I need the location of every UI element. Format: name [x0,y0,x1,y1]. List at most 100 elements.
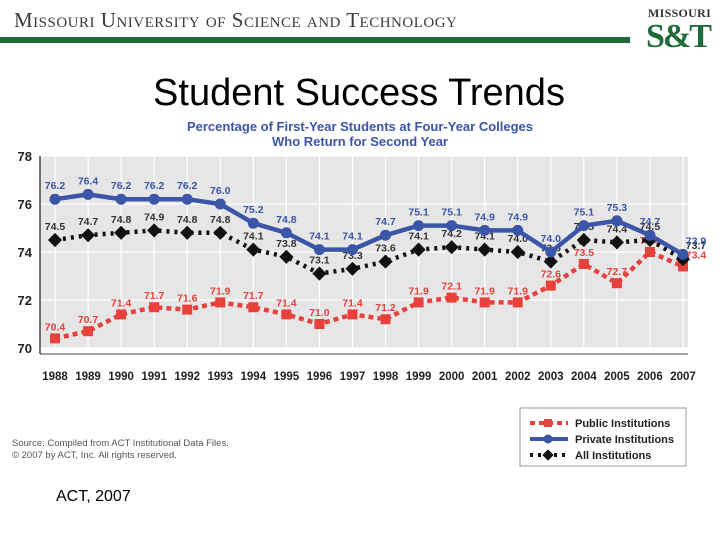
data-label: 71.2 [375,302,396,314]
data-point-private [115,193,127,205]
data-label: 76.4 [78,175,99,187]
data-point-private [214,198,226,210]
data-label: 71.9 [408,285,429,297]
data-point-public [347,309,358,320]
data-point-private [545,246,557,258]
data-label: 74.1 [342,231,363,243]
series-line-0 [54,249,684,341]
data-point-private [512,224,524,236]
data-point-all [543,254,558,269]
data-label: 74.8 [276,214,297,226]
data-label: 74.1 [474,231,495,243]
chart-area: Percentage of First-Year Students at Fou… [0,116,720,480]
data-label: 73.9 [686,235,707,247]
data-label: 71.0 [309,307,330,319]
x-tick-label: 2001 [472,371,498,383]
data-point-all [246,242,261,257]
data-label: 74.1 [408,231,429,243]
x-tick-label: 1993 [207,371,233,383]
data-point-public [446,292,457,303]
data-label: 74.8 [177,214,198,226]
data-label: 71.7 [144,290,165,302]
chart-title: Percentage of First-Year Students at Fou… [187,119,533,134]
data-label: 74.4 [607,223,628,235]
data-label: 71.6 [177,293,198,305]
data-label: 76.2 [45,180,66,192]
data-point-private [247,217,259,229]
x-tick-label: 1999 [406,371,432,383]
data-label: 73.4 [686,249,707,261]
data-label: 74.5 [640,221,661,233]
data-label: 74.8 [210,214,231,226]
x-tick-label: 1989 [75,371,101,383]
data-point-private [578,220,590,232]
data-point-private [313,244,325,256]
data-point-all [147,223,162,238]
data-point-public [50,333,60,344]
data-point-private [148,193,160,205]
data-point-private [280,227,292,239]
y-tick-label: 72 [18,293,32,308]
y-tick-label: 78 [18,149,32,164]
legend-marker [542,449,554,461]
data-label: 75.1 [574,207,595,219]
data-point-all [411,242,426,257]
data-point-private [413,220,425,232]
data-point-private [181,193,193,205]
data-label: 74.0 [541,233,562,245]
data-label: 73.6 [375,243,396,255]
data-label: 74.2 [441,228,462,240]
data-label: 73.3 [342,250,363,262]
legend-marker [544,419,552,427]
chart-subtitle: Who Return for Second Year [272,134,448,149]
data-label: 74.7 [78,216,99,228]
data-point-private [82,188,94,200]
data-point-private [644,229,656,241]
data-label: 75.1 [408,207,429,219]
data-label: 74.9 [508,211,529,223]
data-point-all [576,232,591,248]
data-point-all [279,249,294,264]
chart-legend: Public Institutions Private Institutions A… [519,407,687,467]
data-label: 75.2 [243,204,264,216]
logo-main-text: S&T [646,18,712,55]
source-note: Source: Compiled from ACT Institutional … [12,438,229,449]
x-tick-label: 2006 [637,371,663,383]
x-tick-label: 2002 [505,371,531,383]
x-tick-label: 1994 [241,371,267,383]
x-tick-label: 1995 [274,371,300,383]
data-point-all [477,242,492,257]
x-tick-label: 2000 [439,371,465,383]
data-point-public [281,309,292,320]
x-tick-label: 1991 [141,371,167,383]
data-label: 71.9 [210,285,231,297]
data-label: 76.2 [144,180,165,192]
data-label: 74.8 [111,214,132,226]
data-point-public [314,319,325,329]
data-label: 74.7 [375,216,396,228]
logo-top-text: MISSOURI [648,6,712,20]
data-point-all [378,254,393,269]
data-label: 76.2 [111,180,132,192]
data-point-all [345,261,360,276]
data-label: 73.8 [276,238,297,250]
data-point-public [512,297,523,308]
x-tick-label: 1996 [307,371,333,383]
data-label: 72.1 [441,281,462,293]
data-label: 75.1 [441,207,462,219]
data-label: 74.9 [474,211,495,223]
data-label: 71.4 [342,297,363,309]
data-label: 71.7 [243,290,264,302]
data-point-all [444,240,459,255]
slide-title-text: Student Success Trends [153,72,565,114]
x-tick-label: 2003 [538,371,564,383]
data-point-public [83,326,94,337]
data-label: 76.2 [177,180,198,192]
data-point-all [510,244,525,260]
slide-title: Student Success Trends [0,72,720,115]
data-point-public [611,278,622,289]
data-point-public [644,247,655,257]
data-point-public [545,280,556,291]
data-point-all [312,266,327,281]
data-label: 70.7 [78,314,99,326]
